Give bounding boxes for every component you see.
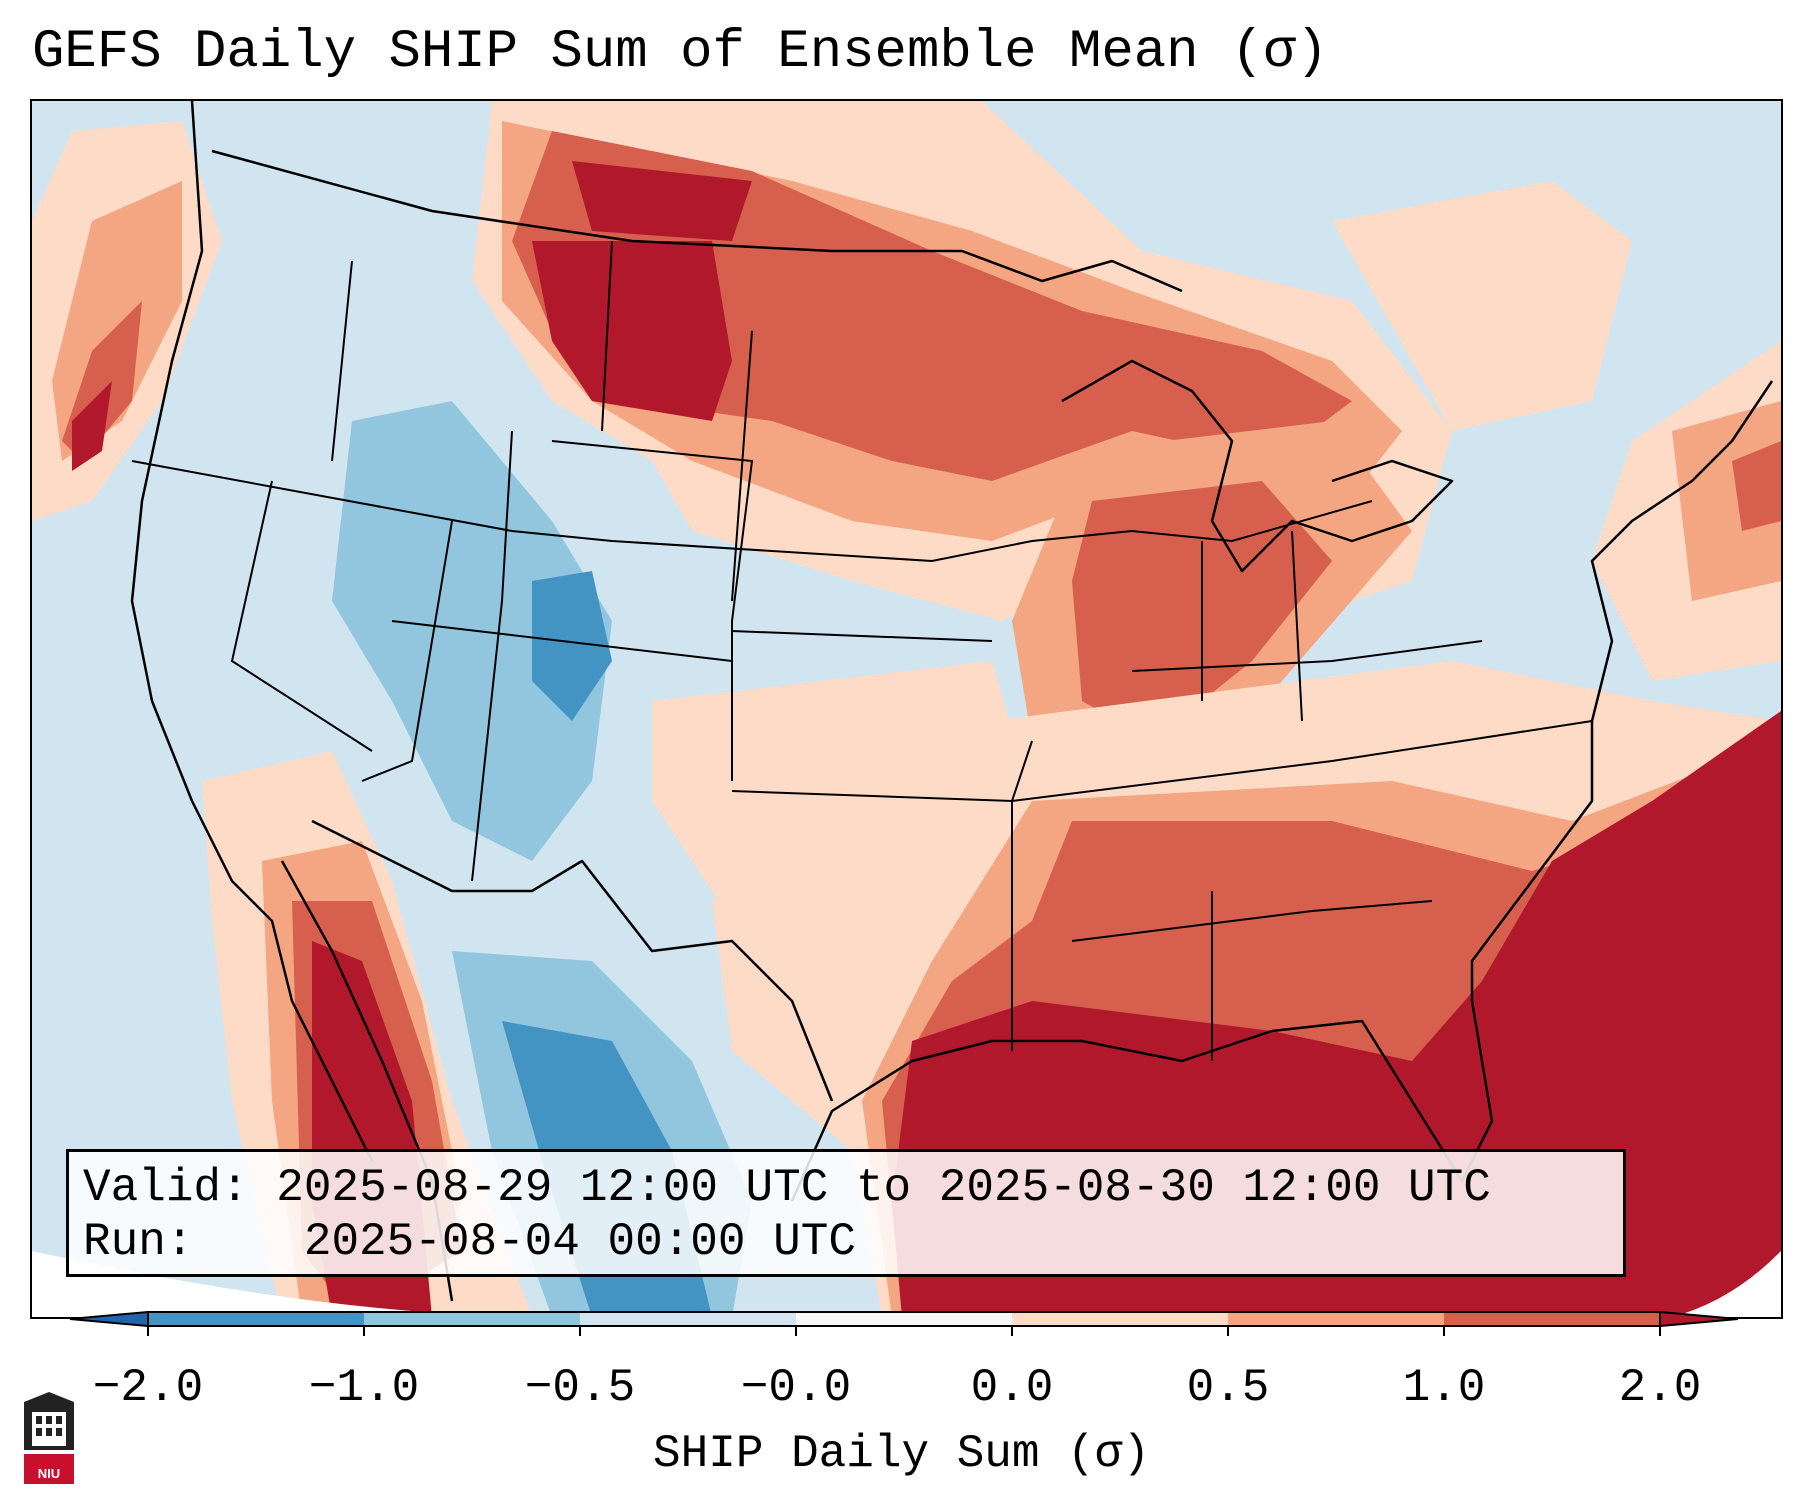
niu-logo-text: NIU [37, 1466, 61, 1481]
valid-label: Valid: [83, 1162, 249, 1214]
mexico-border [311, 819, 834, 1102]
niu-logo-icon [24, 1392, 74, 1484]
map-panel [30, 99, 1783, 1319]
colorbar-tick-label: 1.0 [1402, 1362, 1486, 1414]
canada-border [211, 149, 1183, 293]
colorbar-tick-label: −0.5 [524, 1362, 636, 1414]
colorbar-over-triangle [1659, 1310, 1739, 1328]
colorbar-title: SHIP Daily Sum (σ) [653, 1428, 1150, 1480]
run-value: 2025-08-04 00:00 UTC [303, 1216, 856, 1268]
run-line: Run: 2025-08-04 00:00 UTC [83, 1216, 856, 1268]
chart-title: GEFS Daily SHIP Sum of Ensemble Mean (σ) [32, 22, 1329, 83]
colorbar-under-triangle [69, 1310, 149, 1328]
colorbar-tick-label: 0.0 [970, 1362, 1054, 1414]
colorbar-tick-label: −1.0 [308, 1362, 420, 1414]
run-label: Run: [83, 1216, 194, 1268]
colorbar-tick-label: 2.0 [1618, 1362, 1702, 1414]
valid-run-info-box: Valid: 2025-08-29 12:00 UTC to 2025-08-3… [66, 1149, 1626, 1277]
colorbar-tick-label: −2.0 [92, 1362, 204, 1414]
colorbar-bin [148, 1312, 365, 1326]
colorbar-ticks [147, 1326, 1661, 1336]
colorbar-bins [147, 1311, 1661, 1327]
west-coast-outline [130, 101, 374, 1162]
colorbar-bin [580, 1312, 797, 1326]
colorbar-bin [1444, 1312, 1661, 1326]
valid-line: Valid: 2025-08-29 12:00 UTC to 2025-08-3… [83, 1162, 1491, 1214]
ship-anomaly-map [32, 101, 1781, 1317]
colorbar-tick-label: −0.0 [740, 1362, 852, 1414]
state-borders [131, 240, 1593, 1061]
colorbar-bin [1228, 1312, 1445, 1326]
colorbar-bin [796, 1312, 1013, 1326]
great-lakes-outline [1061, 359, 1454, 573]
colorbar-bin [364, 1312, 581, 1326]
colorbar-bin [1012, 1312, 1229, 1326]
east-coast-outline [1590, 380, 1774, 722]
colorbar [69, 1310, 1739, 1336]
gulf-coast-outline [790, 721, 1594, 1202]
colorbar-tick-label: 0.5 [1186, 1362, 1270, 1414]
valid-value: 2025-08-29 12:00 UTC to 2025-08-30 12:00… [276, 1162, 1491, 1214]
